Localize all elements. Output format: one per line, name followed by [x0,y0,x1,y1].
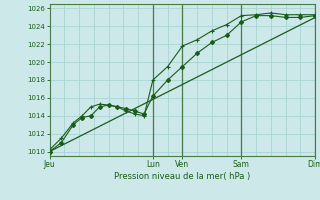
X-axis label: Pression niveau de la mer( hPa ): Pression niveau de la mer( hPa ) [114,172,251,181]
